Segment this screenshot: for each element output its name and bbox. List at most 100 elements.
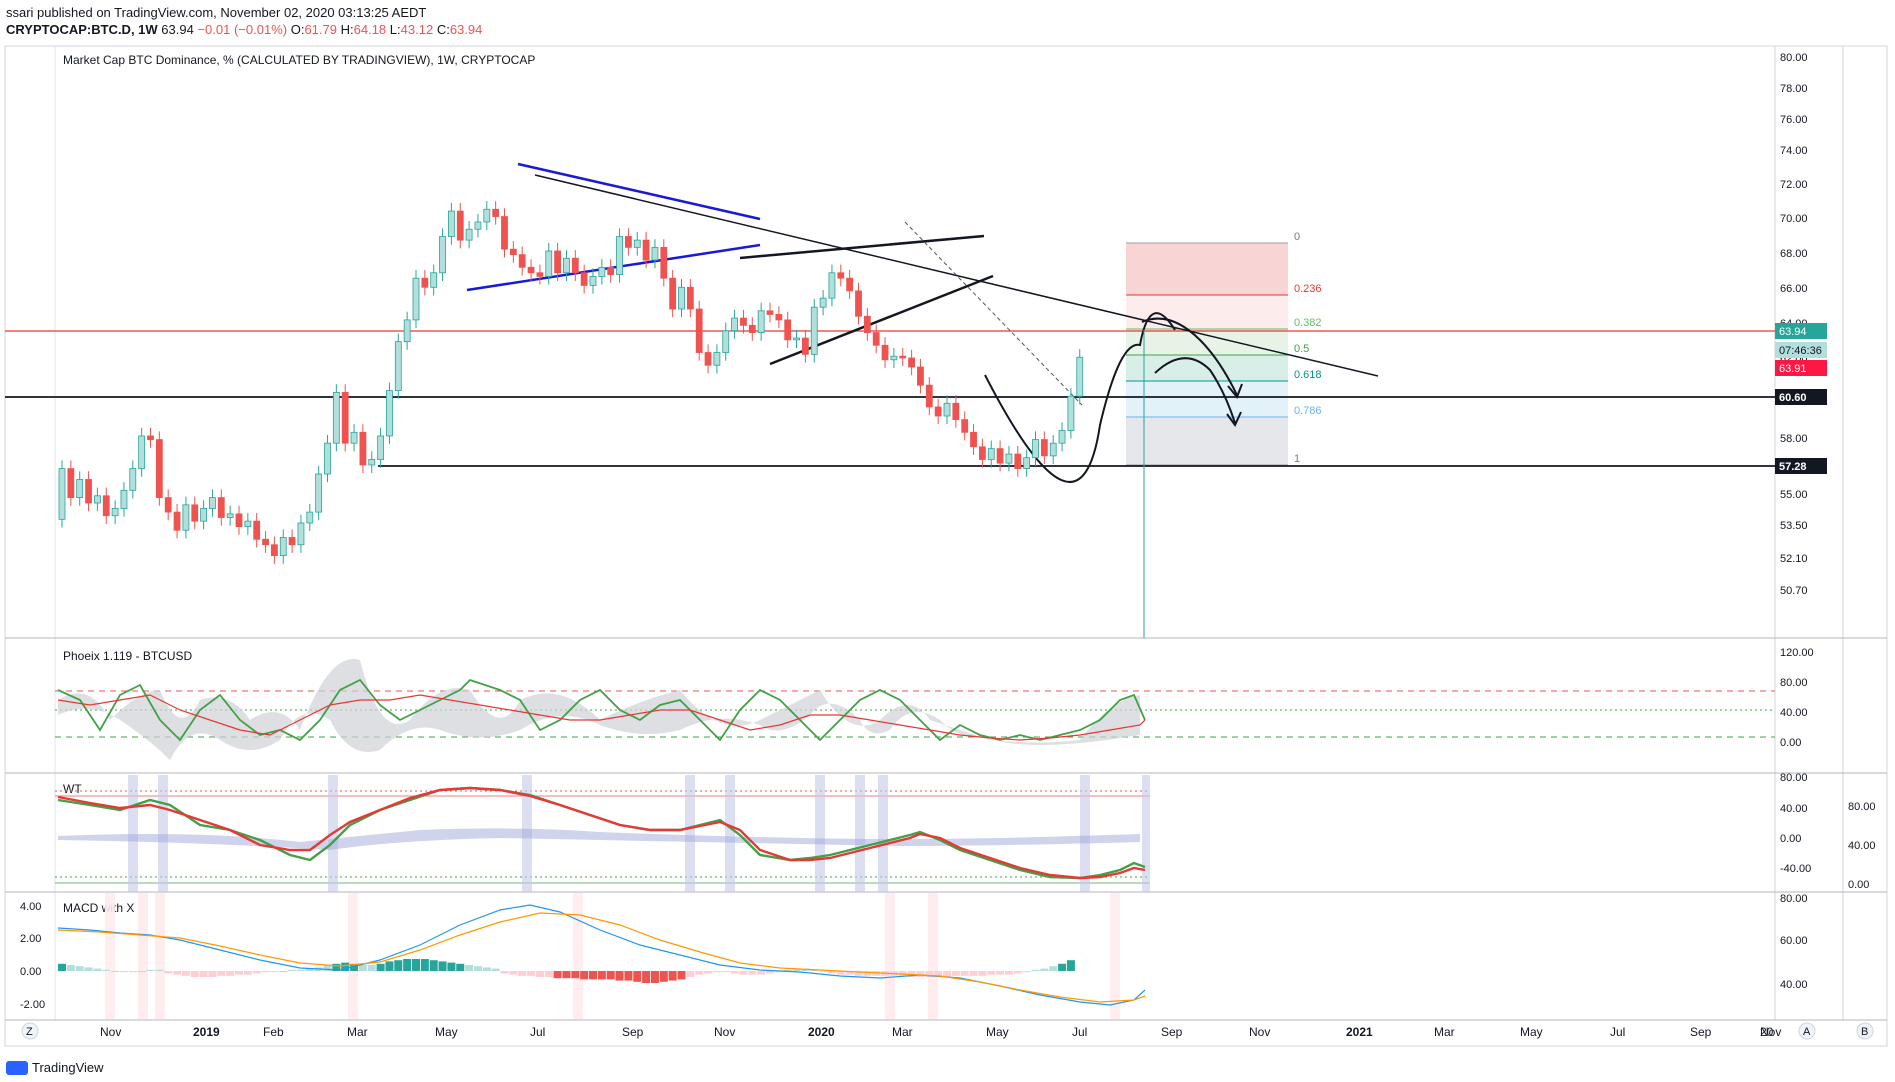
countdown-tag xyxy=(1775,342,1827,358)
macd-hist-bar xyxy=(615,971,624,981)
wedge-lower-line[interactable] xyxy=(466,243,761,292)
candle xyxy=(660,239,668,287)
footer-brand: TradingView xyxy=(32,1060,104,1075)
macd-hist-bar xyxy=(385,961,394,971)
candle-body xyxy=(253,520,261,540)
candle xyxy=(802,329,809,363)
cup-curve[interactable] xyxy=(984,312,1176,483)
candle xyxy=(253,512,261,548)
fib-retracement[interactable]: 0 0.236 0.382 0.5 0.618 0.786 1 xyxy=(1126,231,1322,466)
macd-hist-bar xyxy=(960,971,969,976)
macd-hist-bar xyxy=(314,967,323,971)
candle-body xyxy=(1058,430,1066,444)
high-value: 64.18 xyxy=(353,22,387,37)
macd-left-axis-label: 2.00 xyxy=(20,933,41,945)
candle-body xyxy=(138,435,146,469)
candle-body xyxy=(76,479,84,498)
trend-drawings[interactable] xyxy=(466,162,1379,638)
long-downtrend-line[interactable] xyxy=(534,174,1379,377)
candle-body xyxy=(819,297,827,308)
candle-body xyxy=(173,511,181,531)
macd-hist-bar xyxy=(783,969,792,971)
candle-body xyxy=(784,319,792,341)
candle xyxy=(94,487,101,512)
price-axis-label: 58.00 xyxy=(1780,433,1808,445)
publish-info: ssari published on TradingView.com, Nove… xyxy=(6,5,427,20)
macd-hist-bar xyxy=(509,971,518,975)
candle xyxy=(987,440,995,468)
prev-price-tag xyxy=(1775,360,1827,376)
zoom-button[interactable] xyxy=(21,1022,39,1040)
fib-label-236: 0.236 xyxy=(1294,283,1322,295)
wt-pane[interactable]: WT xyxy=(55,775,1150,892)
candle xyxy=(1058,422,1066,452)
candle-body xyxy=(872,332,880,346)
candle xyxy=(200,500,208,530)
candle-body xyxy=(1067,395,1075,431)
projection-arrow-lower[interactable] xyxy=(1154,357,1236,424)
macd-pane[interactable]: MACD with X xyxy=(57,893,1146,1019)
macd-highlight-bars xyxy=(105,893,1120,1019)
macd-hist-bar xyxy=(810,969,819,971)
candle xyxy=(341,384,349,452)
candle-body xyxy=(987,448,995,460)
candle-body xyxy=(713,352,721,366)
macd-hist-bar xyxy=(208,971,217,977)
macd-hist-bar xyxy=(456,963,465,971)
candle xyxy=(545,242,553,285)
price-axis-label: 78.00 xyxy=(1780,83,1808,95)
time-axis-label: Jul xyxy=(530,1025,545,1039)
phoeix-axis-label: 120.00 xyxy=(1780,647,1814,659)
candles[interactable] xyxy=(58,201,1084,564)
candle-body xyxy=(147,435,154,440)
price-axis[interactable]: 80.00 78.00 76.00 74.00 72.00 70.00 68.00 66.00… xyxy=(1780,52,1808,597)
macd-hist-bar xyxy=(695,971,704,975)
phoeix-pane[interactable]: Phoeix 1.119 - BTCUSD xyxy=(55,649,1775,760)
candle xyxy=(686,279,694,318)
candle xyxy=(554,242,561,281)
last-value: 63.94 xyxy=(161,22,194,37)
auto-scale-button[interactable] xyxy=(1798,1022,1816,1040)
high-label: H: xyxy=(340,22,354,37)
time-axis[interactable]: Nov 2019 Feb Mar May Jul Sep Nov 2020 Mar May Jul Se… xyxy=(100,1025,1781,1039)
macd-hist-bar xyxy=(420,959,429,971)
macd-hist-bar xyxy=(907,971,916,977)
macd-hist-bar xyxy=(323,965,332,971)
candle xyxy=(288,529,296,553)
b-button[interactable] xyxy=(1856,1022,1874,1040)
candle xyxy=(952,395,960,428)
triangle-top-line[interactable] xyxy=(739,234,985,260)
axis-buttons[interactable]: Z A B xyxy=(21,1022,1874,1040)
price-axis-label: 80.00 xyxy=(1780,52,1808,64)
wedge-upper-line[interactable] xyxy=(517,162,761,221)
time-axis-label: May xyxy=(435,1025,458,1039)
candle xyxy=(748,317,756,341)
candle xyxy=(377,427,385,468)
macd-hist-bar xyxy=(137,971,146,972)
projection-arrow-upper[interactable] xyxy=(1141,317,1238,396)
macd-hist-bar xyxy=(403,959,412,971)
level-tag-60-60 xyxy=(1775,389,1827,405)
candle-body xyxy=(1032,439,1039,459)
candle xyxy=(368,451,376,474)
candle-body xyxy=(501,216,508,250)
macd-hist-bar xyxy=(119,971,128,973)
price-axis-label: 60.00 xyxy=(1780,391,1808,403)
candle xyxy=(492,201,500,225)
fib-zone-236 xyxy=(1126,295,1288,329)
macd-hist-bar xyxy=(527,971,536,976)
candle xyxy=(412,270,420,329)
candle-body xyxy=(164,497,172,513)
candle-body xyxy=(217,497,225,518)
candle xyxy=(899,348,907,367)
symbol-name[interactable]: CRYPTOCAP:BTC.D, 1W xyxy=(6,22,158,37)
candle-body xyxy=(554,250,561,274)
triangle-bottom-line[interactable] xyxy=(769,274,994,366)
macd-hist-bar xyxy=(898,971,907,976)
candle-body xyxy=(731,317,738,332)
macd-hist-bar xyxy=(164,971,173,974)
candle-body xyxy=(200,508,208,522)
candle xyxy=(1040,431,1048,465)
macd-hist-bar xyxy=(84,967,93,971)
